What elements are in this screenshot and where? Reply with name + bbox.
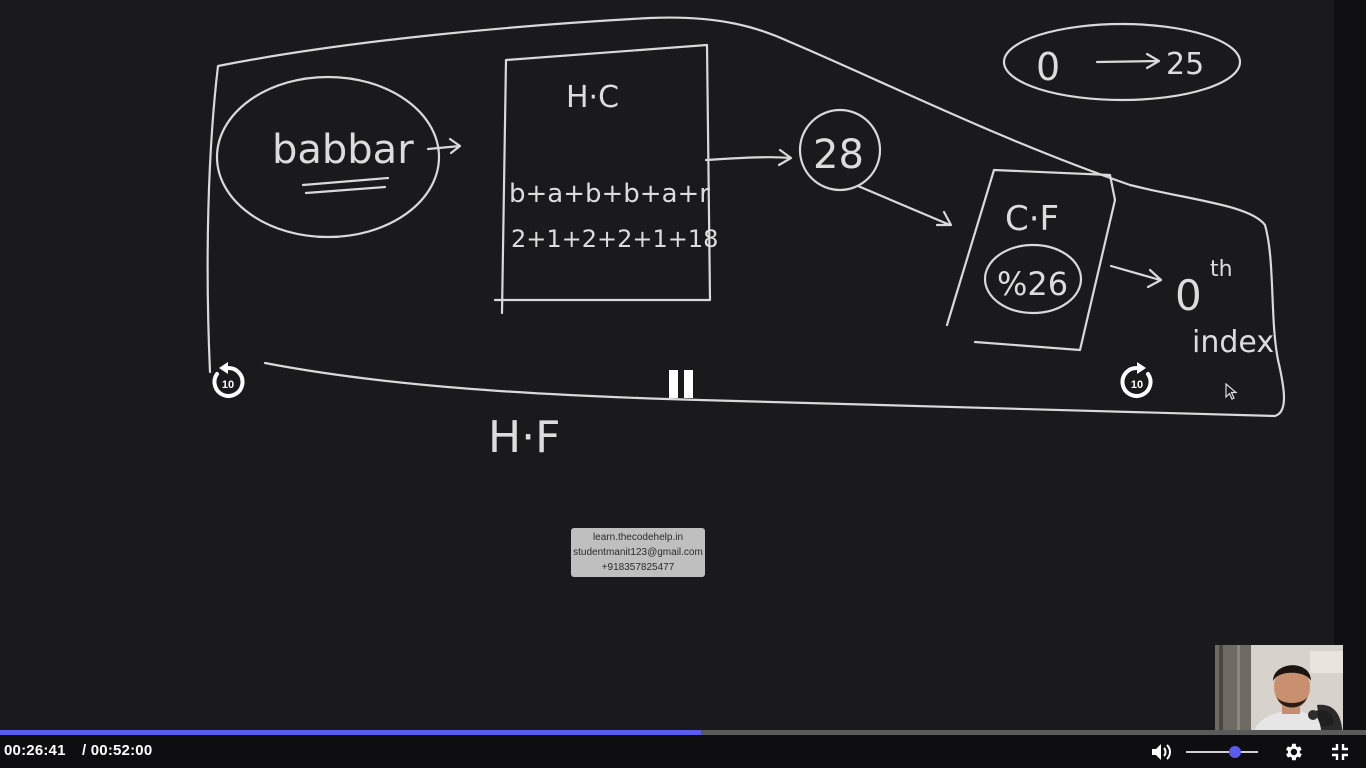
current-time: 00:26:41: [4, 742, 66, 759]
volume-button[interactable]: [1150, 742, 1172, 762]
forward-icon: 10: [1120, 362, 1153, 398]
settings-button[interactable]: [1282, 741, 1304, 763]
cf-title: C·F: [1005, 199, 1059, 239]
th-suffix: th: [1210, 257, 1233, 282]
whiteboard-canvas: babbar H·C b+a+b+b+a+r 2+1+2+2+1+18 28 C…: [206, 16, 1286, 463]
babbar-text: babbar: [272, 127, 414, 173]
watermark-phone: +918357825477: [601, 562, 675, 573]
zero-index-digit: 0: [1175, 271, 1202, 320]
volume-icon: [1152, 744, 1171, 760]
hf-text: H·F: [488, 412, 560, 463]
forward-10-button[interactable]: 10: [1117, 362, 1157, 402]
pause-icon: [669, 370, 693, 398]
volume-slider-knob[interactable]: [1228, 746, 1241, 758]
index-text: index: [1192, 325, 1274, 360]
pause-button[interactable]: [667, 368, 697, 400]
forward-seconds-label: 10: [1131, 379, 1143, 391]
hash-value-text: 28: [813, 132, 864, 178]
settings-gear-icon: [1286, 743, 1302, 761]
webcam-video: [1215, 645, 1343, 742]
volume-slider-fill: [1186, 751, 1235, 753]
whiteboard-drawing: babbar H·C b+a+b+b+a+r 2+1+2+2+1+18 28 C…: [206, 16, 1286, 463]
hc-line-letters: b+a+b+b+a+r: [509, 179, 710, 209]
hc-line-values: 2+1+2+2+1+18: [511, 225, 718, 253]
total-duration: / 00:52:00: [82, 742, 153, 759]
player-control-bar: [0, 735, 1366, 768]
mouse-cursor-icon: [1225, 382, 1239, 401]
rewind-seconds-label: 10: [222, 379, 234, 391]
cf-value-text: %26: [997, 265, 1068, 303]
hc-title: H·C: [566, 80, 619, 115]
exit-fullscreen-button[interactable]: [1331, 743, 1349, 761]
range-from-text: 0: [1036, 45, 1060, 89]
babbar-ellipse: [215, 75, 441, 239]
rewind-icon: 10: [212, 362, 245, 398]
exit-fullscreen-icon: [1332, 744, 1348, 760]
right-edge-strip: [1334, 0, 1366, 730]
watermark-box: learn.thecodehelp.in studentmanit123@gma…: [571, 528, 705, 577]
watermark-site: learn.thecodehelp.in: [592, 532, 684, 543]
watermark-email: studentmanit123@gmail.com: [573, 547, 703, 558]
range-to-text: 25: [1166, 47, 1204, 82]
volume-slider[interactable]: [1186, 746, 1258, 758]
presenter-image: [1215, 645, 1343, 742]
progress-bar[interactable]: [0, 730, 1366, 735]
rewind-10-button[interactable]: 10: [208, 362, 248, 402]
progress-bar-fill: [0, 730, 701, 735]
